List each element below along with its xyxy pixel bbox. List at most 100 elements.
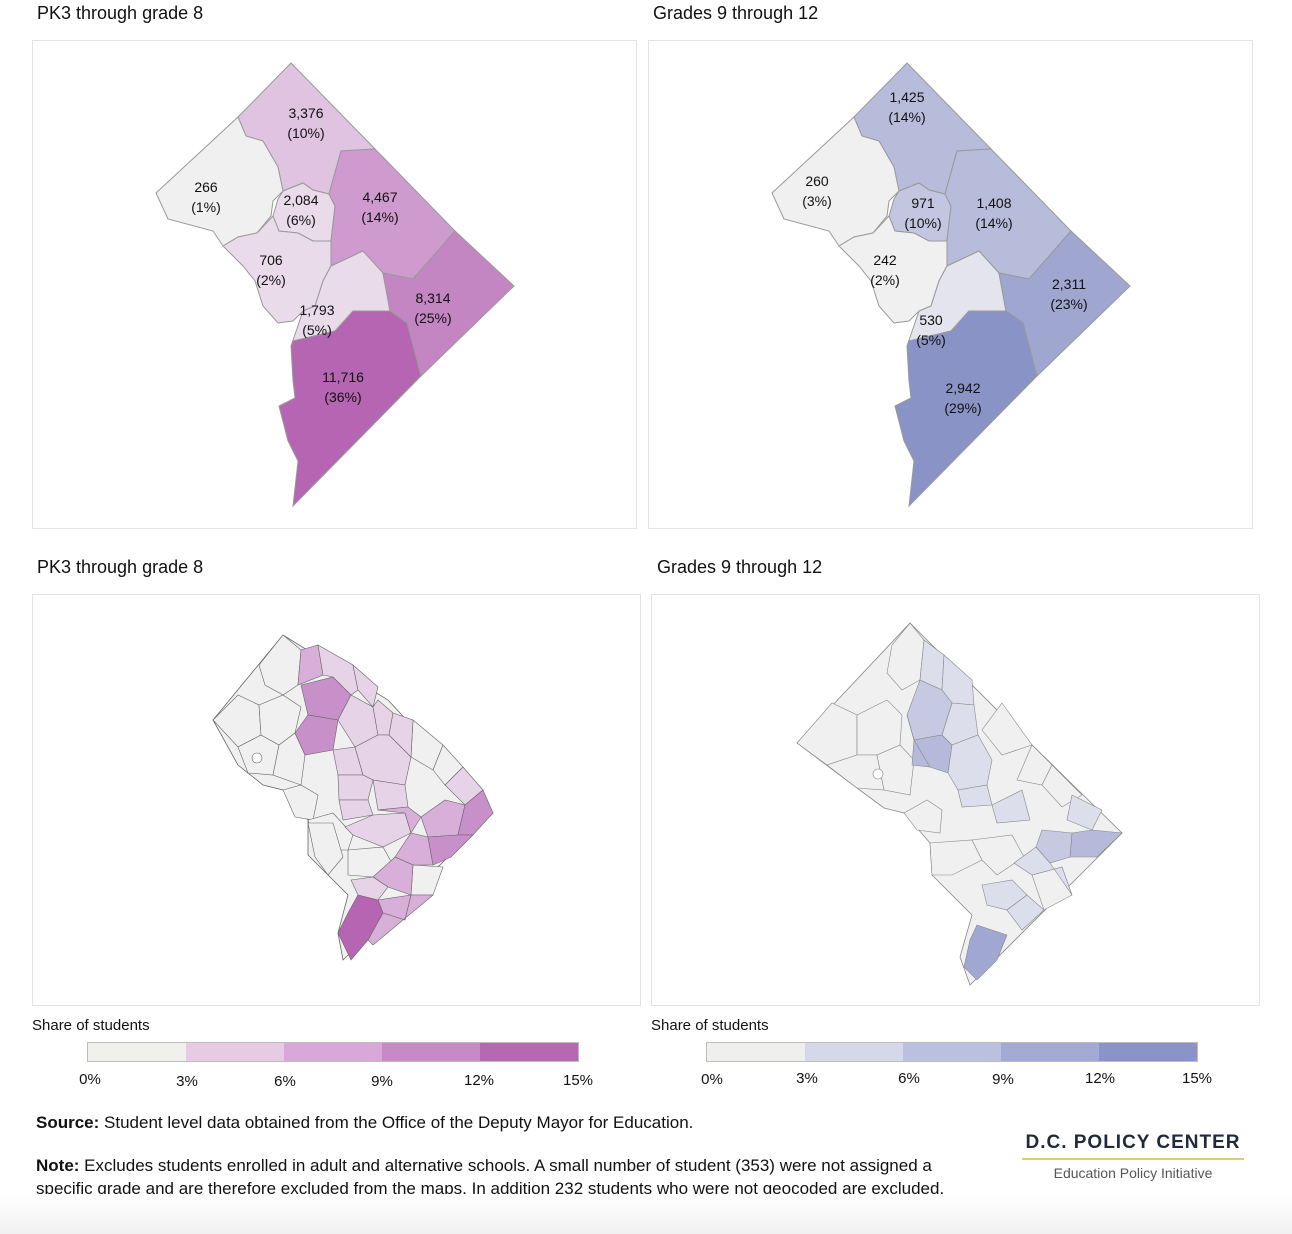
legend-swatch bbox=[805, 1043, 903, 1061]
ward-count-label: 1,793 bbox=[299, 302, 334, 318]
legend-swatch bbox=[88, 1043, 186, 1061]
tract-cells bbox=[796, 622, 1123, 981]
tract-cells bbox=[212, 634, 494, 961]
ward-labels: 3,376 (10%) 266 (1%) 2,084 (6%) 4,467 (1… bbox=[191, 105, 451, 405]
tract-map-svg bbox=[796, 622, 1123, 986]
tract-area[interactable] bbox=[1035, 829, 1073, 864]
tract-area[interactable] bbox=[796, 702, 858, 766]
legend-title-pk3-8: Share of students bbox=[32, 1017, 150, 1034]
tract-area[interactable] bbox=[372, 779, 409, 811]
ward-pct-label: (36%) bbox=[324, 389, 361, 405]
legend-tick: 0% bbox=[701, 1071, 723, 1088]
legend-tick: 6% bbox=[898, 1070, 920, 1087]
ward-pct-label: (10%) bbox=[904, 215, 941, 231]
source-text: Student level data obtained from the Off… bbox=[99, 1113, 694, 1132]
ward-pct-label: (1%) bbox=[191, 199, 221, 215]
tract-area[interactable] bbox=[1013, 846, 1073, 896]
tract-area[interactable] bbox=[410, 864, 444, 896]
bottom-fade bbox=[0, 1194, 1292, 1234]
ward-count-label: 266 bbox=[194, 179, 218, 195]
tract-area[interactable] bbox=[963, 924, 1008, 981]
tract-area[interactable] bbox=[282, 784, 319, 821]
legend-swatch bbox=[186, 1043, 284, 1061]
legend-swatch bbox=[707, 1043, 805, 1061]
legend-tick: 3% bbox=[176, 1073, 198, 1090]
legend-tick: 0% bbox=[79, 1071, 101, 1088]
ward-count-label: 3,376 bbox=[288, 105, 323, 121]
logo-subtitle: Education Policy Initiative bbox=[1053, 1165, 1213, 1181]
ward-count-label: 11,716 bbox=[322, 369, 364, 385]
map-title-wards-pk3-8: PK3 through grade 8 bbox=[37, 3, 204, 23]
legend-swatch bbox=[382, 1043, 480, 1061]
legend-tick: 9% bbox=[371, 1073, 393, 1090]
tract-area[interactable] bbox=[337, 894, 384, 961]
ward-count-label: 242 bbox=[873, 252, 897, 268]
tract-area[interactable] bbox=[929, 839, 983, 876]
ward-area-2[interactable] bbox=[771, 116, 900, 247]
legend-tick: 6% bbox=[274, 1073, 296, 1090]
note-text: Excludes students enrolled in adult and … bbox=[36, 1156, 945, 1198]
legend-tick: 12% bbox=[1084, 1070, 1116, 1087]
ward-pct-label: (6%) bbox=[286, 212, 316, 228]
ward-count-label: 1,408 bbox=[976, 195, 1011, 211]
tract-map-svg bbox=[212, 634, 494, 961]
legend-swatch bbox=[1001, 1043, 1099, 1061]
source-note: Source: Student level data obtained from… bbox=[36, 1111, 956, 1134]
map-title-tracts-pk3-8: PK3 through grade 8 bbox=[37, 557, 204, 577]
tract-area[interactable] bbox=[427, 834, 474, 866]
tract-area[interactable] bbox=[388, 712, 414, 758]
tract-area[interactable] bbox=[457, 789, 494, 836]
ward-map-pk3-8: 3,376 (10%) 266 (1%) 2,084 (6%) 4,467 (1… bbox=[32, 40, 637, 529]
legend-tick: 15% bbox=[1181, 1070, 1213, 1087]
legend-bar-pk3-8 bbox=[87, 1042, 579, 1062]
tract-area[interactable] bbox=[307, 822, 344, 876]
logo-name: D.C. POLICY CENTER bbox=[1025, 1132, 1241, 1153]
tract-area[interactable] bbox=[1069, 829, 1123, 858]
tract-area[interactable] bbox=[971, 834, 1025, 876]
map-title-tracts-9-12: Grades 9 through 12 bbox=[657, 557, 823, 577]
ward-pct-label: (23%) bbox=[1050, 296, 1087, 312]
ward-area-2[interactable] bbox=[155, 116, 284, 247]
ward-pct-label: (2%) bbox=[870, 272, 900, 288]
ward-map-svg: 1,425 (14%) 260 (3%) 971 (10%) 1,408 (14… bbox=[771, 62, 1131, 508]
tract-area[interactable] bbox=[294, 714, 339, 756]
tract-area[interactable] bbox=[1006, 894, 1045, 931]
legend-bar-9-12 bbox=[706, 1042, 1198, 1062]
dc-policy-center-logo: D.C. POLICY CENTER Education Policy Init… bbox=[1022, 1132, 1244, 1181]
tract-map-9-12 bbox=[651, 594, 1260, 1006]
legend-swatch bbox=[1099, 1043, 1197, 1061]
ward-count-label: 530 bbox=[919, 312, 943, 328]
logo-divider bbox=[1022, 1158, 1244, 1160]
legend-title-9-12: Share of students bbox=[651, 1017, 769, 1034]
tract-hole bbox=[251, 752, 263, 764]
tract-area[interactable] bbox=[991, 789, 1031, 824]
ward-labels: 1,425 (14%) 260 (3%) 971 (10%) 1,408 (14… bbox=[802, 89, 1087, 416]
tract-area[interactable] bbox=[394, 832, 434, 866]
ward-count-label: 1,425 bbox=[889, 89, 924, 105]
map-title-wards-9-12: Grades 9 through 12 bbox=[653, 3, 819, 23]
legend-tick: 15% bbox=[562, 1072, 594, 1089]
ward-pct-label: (2%) bbox=[256, 272, 286, 288]
tract-area[interactable] bbox=[350, 876, 389, 901]
tract-area[interactable] bbox=[377, 806, 422, 834]
ward-pct-label: (5%) bbox=[302, 322, 332, 338]
ward-map-9-12: 1,425 (14%) 260 (3%) 971 (10%) 1,408 (14… bbox=[648, 40, 1253, 529]
ward-shapes bbox=[155, 62, 515, 508]
ward-pct-label: (25%) bbox=[414, 310, 451, 326]
ward-pct-label: (10%) bbox=[287, 125, 324, 141]
ward-pct-label: (5%) bbox=[916, 332, 946, 348]
tract-area[interactable] bbox=[337, 774, 374, 801]
ward-count-label: 4,467 bbox=[362, 189, 397, 205]
ward-area-8[interactable] bbox=[894, 310, 1038, 508]
ward-pct-label: (3%) bbox=[802, 193, 832, 209]
tract-map-pk3-8 bbox=[32, 594, 641, 1006]
ward-area-8[interactable] bbox=[278, 310, 422, 508]
ward-pct-label: (14%) bbox=[361, 209, 398, 225]
tract-area[interactable] bbox=[367, 894, 434, 946]
ward-map-svg: 3,376 (10%) 266 (1%) 2,084 (6%) 4,467 (1… bbox=[155, 62, 515, 508]
ward-count-label: 260 bbox=[805, 173, 829, 189]
tract-area[interactable] bbox=[903, 799, 943, 834]
tract-area[interactable] bbox=[981, 702, 1033, 756]
tract-hole bbox=[872, 768, 884, 780]
tract-area[interactable] bbox=[876, 744, 915, 796]
